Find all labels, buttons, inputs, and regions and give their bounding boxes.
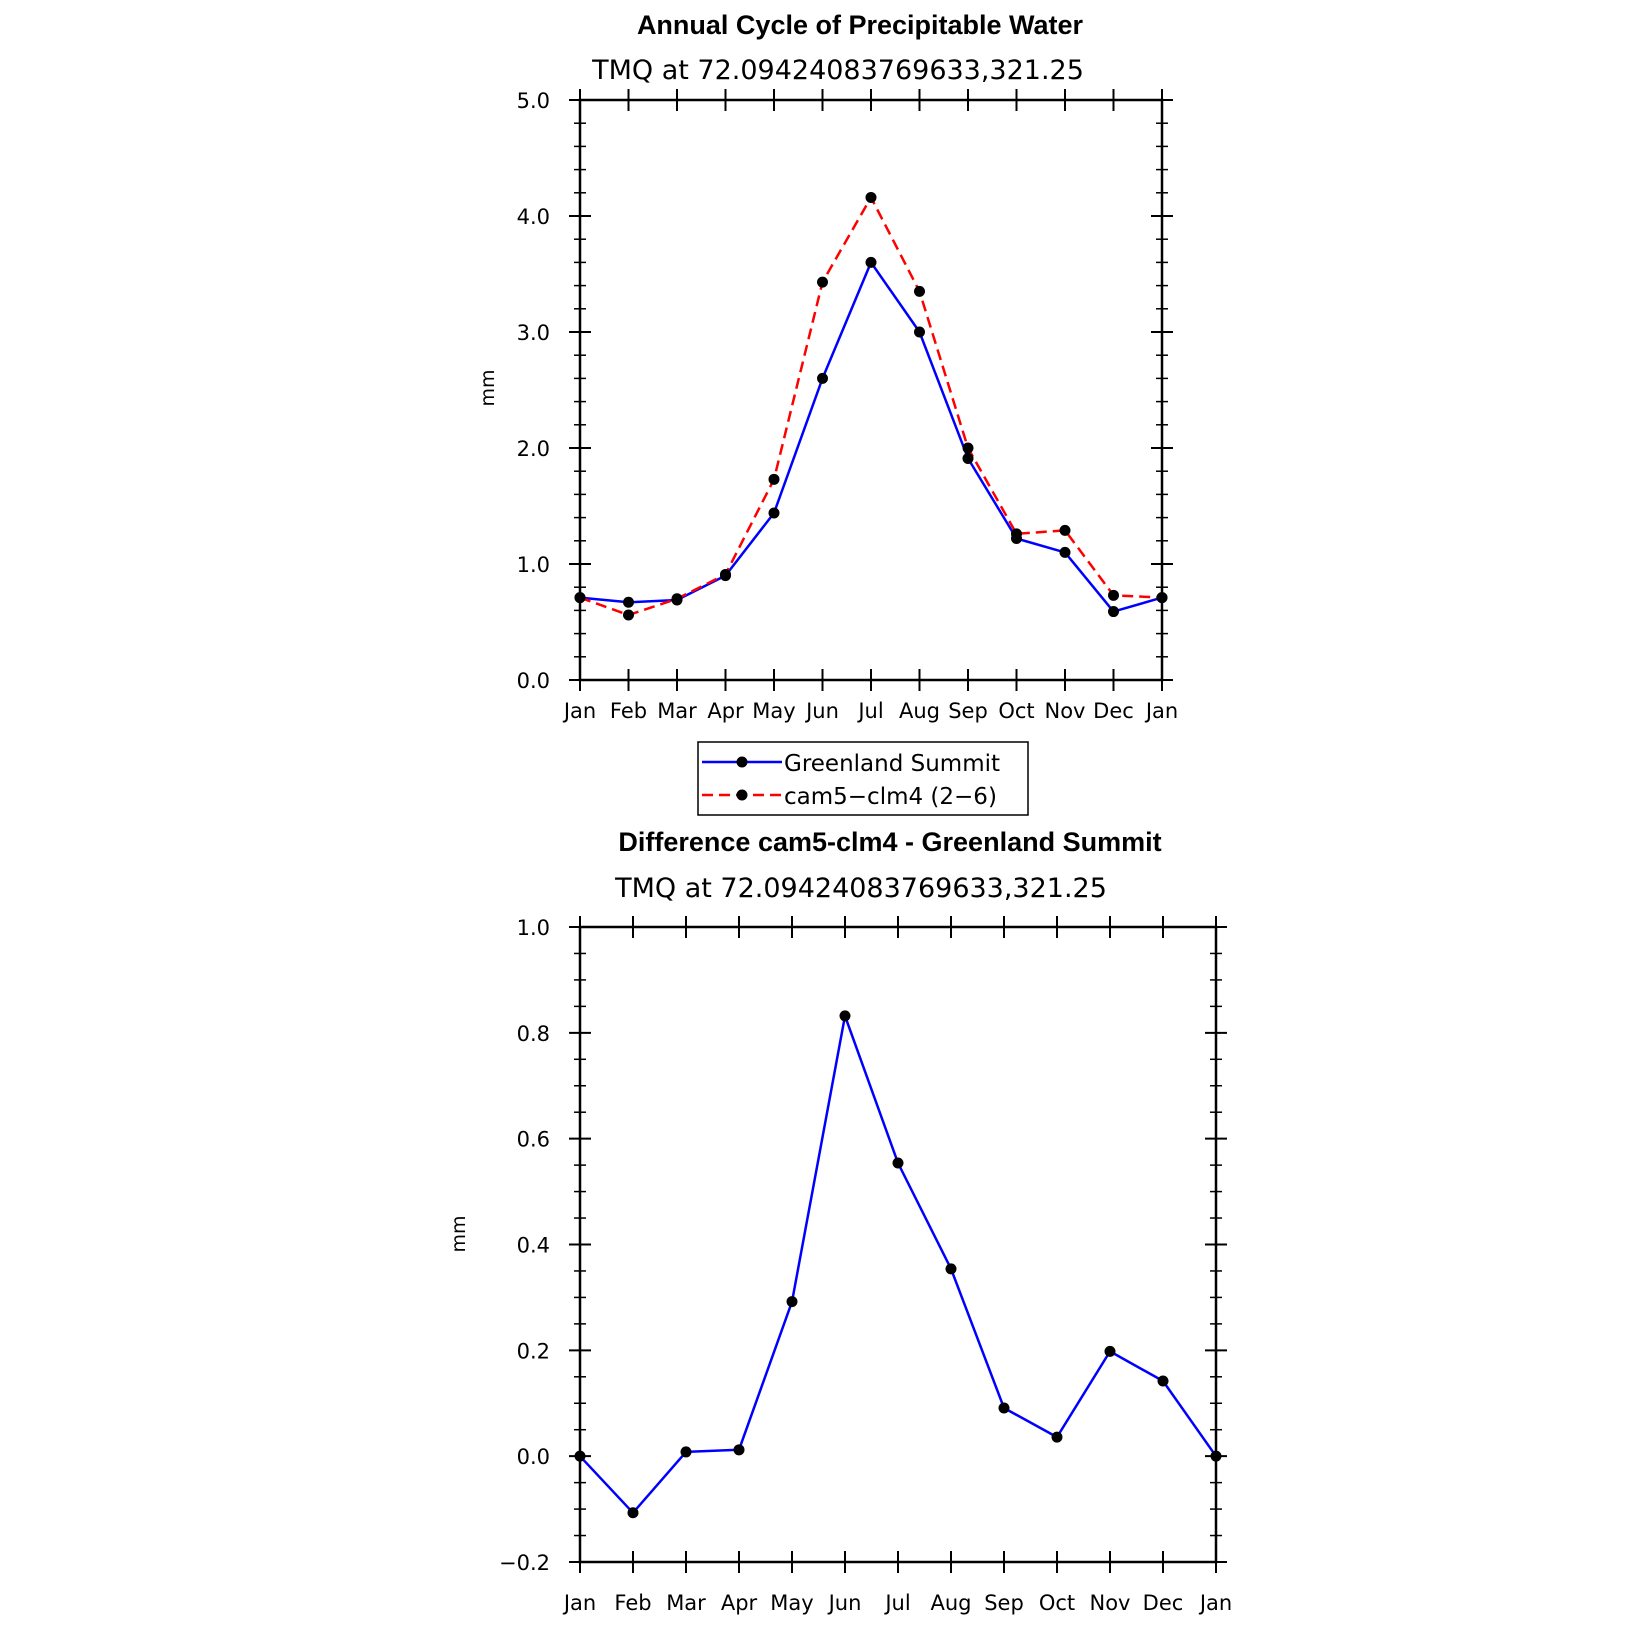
legend-label-greenland: Greenland Summit — [784, 751, 1000, 777]
legend-marker-greenland — [736, 756, 748, 768]
legend-label-cam5: cam5−clm4 (2−6) — [784, 784, 997, 810]
series-1-point — [865, 191, 877, 203]
y-axis-label: mm — [448, 1215, 470, 1252]
y-axis-label: mm — [477, 369, 499, 406]
series-0-point — [817, 372, 828, 384]
x-tick-label: Jun — [827, 1591, 862, 1615]
x-tick-label: Mar — [657, 699, 697, 723]
x-tick-label: Dec — [1143, 1591, 1184, 1615]
y-tick-label: −0.2 — [499, 1551, 550, 1575]
series-1-point — [720, 568, 731, 580]
series-1-point — [817, 276, 828, 288]
y-tick-label: 0.8 — [517, 1022, 550, 1046]
series-1-point — [574, 592, 586, 604]
chart-difference: Difference cam5-clm4 - Greenland Summit … — [448, 827, 1232, 1615]
series-0-point — [1157, 1375, 1169, 1387]
series-line-0 — [579, 1014, 1218, 1515]
x-tick-label: Oct — [1039, 1591, 1075, 1615]
x-tick-label: May — [770, 1591, 813, 1615]
series-1-point — [1108, 589, 1119, 601]
series-0-point — [1059, 546, 1071, 558]
x-tick-label: Mar — [666, 1591, 706, 1615]
x-tick-label: Jul — [883, 1591, 910, 1615]
x-tick-label: Oct — [998, 699, 1034, 723]
x-tick-label: Aug — [930, 1591, 971, 1615]
chart-subtitle: TMQ at 72.09424083769633,321.25 — [614, 873, 1107, 904]
series-0-point — [1051, 1431, 1063, 1443]
x-tick-label: Aug — [899, 699, 940, 723]
series-1-point — [671, 593, 683, 605]
plot-frame — [578, 98, 1164, 682]
y-tick-label: 1.0 — [517, 916, 550, 940]
x-tick-label: Jan — [562, 1591, 596, 1615]
x-tick-label: Apr — [707, 699, 744, 723]
series-0-point — [574, 1450, 586, 1462]
series-0-point — [1210, 1450, 1222, 1462]
series-1-point — [623, 609, 634, 621]
series-0-point — [680, 1446, 692, 1458]
plot-frame — [578, 925, 1218, 1564]
series-0-point — [962, 452, 974, 464]
y-tick-label: 2.0 — [517, 437, 550, 461]
series-1-point — [914, 285, 925, 297]
y-tick-label: 5.0 — [517, 89, 550, 113]
series-1-point — [1059, 524, 1071, 536]
y-tick-label: 0.4 — [517, 1234, 550, 1258]
y-tick-label: 0.0 — [517, 1445, 550, 1469]
series-0-point — [945, 1263, 957, 1275]
legend: Greenland Summit cam5−clm4 (2−6) — [697, 741, 1029, 816]
legend-box — [697, 741, 1029, 816]
x-tick-label: Jan — [562, 699, 596, 723]
y-tick-label: 3.0 — [517, 321, 550, 345]
chart-title: Difference cam5-clm4 - Greenland Summit — [618, 827, 1161, 857]
chart-title: Annual Cycle of Precipitable Water — [637, 10, 1084, 40]
x-tick-label: Sep — [984, 1591, 1024, 1615]
y-tick-label: 0.6 — [517, 1128, 550, 1152]
series-0-point — [623, 596, 634, 608]
series-0-point — [914, 326, 925, 338]
series-0-point — [786, 1296, 798, 1308]
x-tick-label: Jun — [804, 699, 839, 723]
x-tick-label: May — [752, 699, 795, 723]
chart-annual-cycle: Annual Cycle of Precipitable Water TMQ a… — [477, 10, 1178, 723]
series-1-point — [768, 473, 780, 485]
series-1-point — [1011, 528, 1022, 540]
x-tick-label: Jan — [1198, 1591, 1232, 1615]
x-tick-label: Nov — [1045, 699, 1086, 723]
y-tick-label: 0.2 — [517, 1339, 550, 1363]
series-line-0 — [579, 261, 1163, 613]
x-tick-label: Feb — [610, 699, 647, 723]
series-layer — [574, 1010, 1222, 1519]
x-tick-label: Apr — [721, 1591, 758, 1615]
series-0-point — [627, 1507, 639, 1519]
series-0-point — [768, 507, 780, 519]
x-tick-label: Jan — [1144, 699, 1178, 723]
axes-frame: 0.0 1.0 2.0 3.0 4.0 5.0 Jan Feb Mar Apr May Jun Jul A… — [517, 89, 1178, 723]
series-layer — [574, 191, 1168, 621]
series-0-point — [1104, 1345, 1116, 1357]
series-1-point — [1156, 592, 1168, 604]
legend-marker-cam5 — [736, 789, 748, 801]
series-0-point — [733, 1444, 745, 1456]
chart-subtitle: TMQ at 72.09424083769633,321.25 — [591, 55, 1084, 86]
x-tick-label: Feb — [614, 1591, 651, 1615]
y-tick-label: 0.0 — [517, 669, 550, 693]
series-0-point — [1108, 606, 1119, 618]
y-tick-label: 1.0 — [517, 553, 550, 577]
x-tick-label: Dec — [1093, 699, 1134, 723]
x-tick-label: Nov — [1090, 1591, 1131, 1615]
series-0-point — [998, 1402, 1010, 1414]
series-0-point — [839, 1010, 851, 1022]
x-tick-label: Sep — [948, 699, 988, 723]
series-0-point — [865, 256, 877, 268]
axes-frame: −0.2 0.0 0.2 0.4 0.6 0.8 1.0 Jan Feb Mar Apr May Jun… — [499, 916, 1232, 1615]
y-tick-label: 4.0 — [517, 205, 550, 229]
x-tick-label: Jul — [856, 699, 883, 723]
series-1-point — [962, 442, 974, 454]
series-0-point — [892, 1157, 904, 1169]
